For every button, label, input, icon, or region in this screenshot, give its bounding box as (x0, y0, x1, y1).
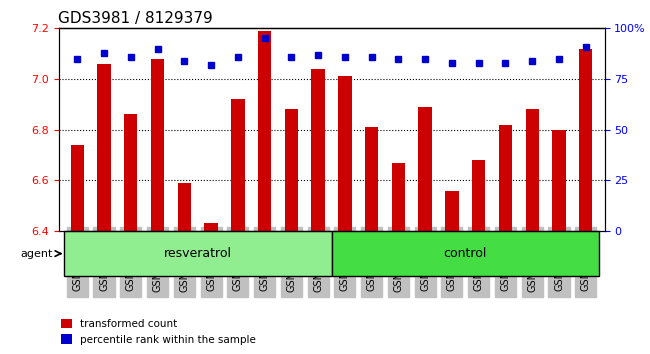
Bar (392, 162, 405, 231)
Bar (151, 59, 164, 231)
Bar (258, 31, 271, 231)
Bar (231, 99, 244, 231)
Bar (499, 125, 512, 231)
Bar (579, 48, 592, 231)
Bar (71, 145, 84, 231)
Text: control: control (444, 247, 487, 260)
Text: agent: agent (21, 249, 53, 258)
Bar (526, 109, 539, 231)
Bar (124, 114, 137, 231)
Bar (338, 76, 352, 231)
Bar (445, 190, 459, 231)
Bar (98, 64, 111, 231)
Bar (365, 127, 378, 231)
Bar (419, 107, 432, 231)
Bar (204, 223, 218, 231)
Bar (311, 69, 325, 231)
FancyBboxPatch shape (332, 231, 599, 276)
Text: resveratrol: resveratrol (164, 247, 231, 260)
Bar (177, 183, 191, 231)
Text: GDS3981 / 8129379: GDS3981 / 8129379 (58, 11, 213, 26)
Bar (285, 109, 298, 231)
FancyBboxPatch shape (64, 231, 332, 276)
Legend: transformed count, percentile rank within the sample: transformed count, percentile rank withi… (57, 315, 260, 349)
Bar (552, 130, 566, 231)
Bar (472, 160, 486, 231)
